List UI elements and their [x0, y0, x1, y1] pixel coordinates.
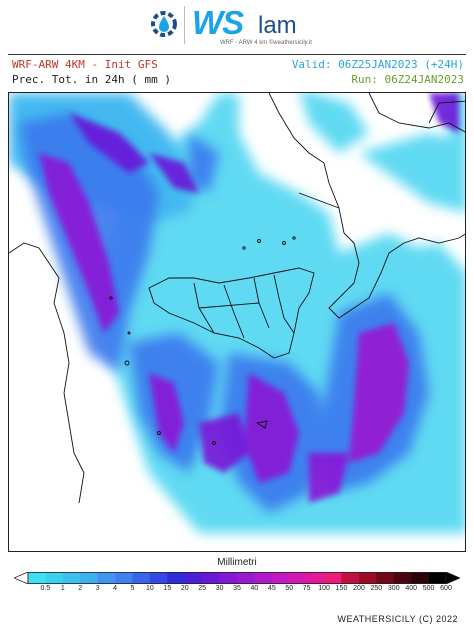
- colorbar-tick-label: 1: [60, 585, 65, 592]
- colorbar-tick-label: 10: [146, 585, 154, 592]
- header-rule-top: [8, 54, 466, 55]
- logo-brand-suffix: lam: [258, 12, 297, 39]
- colorbar-swatch: [149, 572, 168, 584]
- colorbar-tick-label: 35: [233, 585, 241, 592]
- colorbar-tick-label: 4: [113, 585, 118, 592]
- colorbar-tick-label: 0.5: [40, 585, 51, 592]
- colorbar-swatch: [237, 572, 255, 584]
- colorbar-tick-label: 25: [198, 585, 207, 592]
- colorbar-swatch: [115, 572, 133, 584]
- colorbar: [14, 572, 460, 584]
- colorbar-swatch: [80, 572, 98, 584]
- colorbar-swatch: [28, 572, 46, 584]
- colorbar-title: Millimetri: [217, 557, 257, 568]
- colorbar-tick-label: 600: [440, 585, 452, 592]
- colorbar-tick-label: 15: [163, 585, 172, 592]
- colorbar-swatch: [167, 572, 186, 584]
- colorbar-swatch: [393, 572, 412, 584]
- precipitation-field: [9, 93, 465, 551]
- colorbar-tick-label: 500: [422, 585, 435, 592]
- colorbar-tick-label: 75: [302, 585, 311, 592]
- colorbar-tick-label: 400: [405, 585, 417, 592]
- model-label: WRF-ARW 4KM - Init GFS: [12, 58, 158, 71]
- colorbar-swatch: [271, 572, 290, 584]
- colorbar-tick-label: 20: [180, 585, 189, 592]
- colorbar-tick-label: 50: [285, 585, 294, 592]
- colorbar-swatch: [411, 572, 429, 584]
- colorbar-swatch: [289, 572, 307, 584]
- colorbar-swatch: [184, 572, 203, 584]
- colorbar-tick-label: 2: [78, 585, 83, 592]
- colorbar-swatch: [97, 572, 116, 584]
- colorbar-swatch: [376, 572, 395, 584]
- run-time: Run: 06Z24JAN2023: [351, 73, 464, 86]
- weathersicily-logo: WS lam WRF - ARW 4 km ©weathersicily.it: [148, 4, 326, 46]
- colorbar-ticks: 0.5 1 2 3 4 5 10 15 20 25 30 35 40 45 50 75 100 150 200 250…: [0, 585, 474, 597]
- colorbar-swatch: [202, 572, 220, 584]
- coastlines: [9, 93, 465, 504]
- logo-brand: WS: [192, 4, 244, 41]
- colorbar-tick-label: 250: [370, 585, 383, 592]
- colorbar-swatch: [306, 572, 325, 584]
- copyright-credit: WEATHERSICILY (C) 2022: [337, 614, 458, 624]
- colorbar-arrow-left: [14, 572, 29, 584]
- colorbar-swatch: [428, 572, 447, 584]
- colorbar-swatch: [132, 572, 151, 584]
- field-label: Prec. Tot. in 24h ( mm ): [12, 73, 171, 86]
- colorbar-swatch: [358, 572, 377, 584]
- colorbar-arrow-right: [445, 572, 460, 584]
- colorbar-tick-label: 100: [318, 585, 330, 592]
- colorbar-swatch: [324, 572, 342, 584]
- colorbar-tick-label: 300: [387, 585, 400, 592]
- colorbar-swatch: [254, 572, 273, 584]
- gear-drop-icon: [151, 11, 177, 37]
- colorbar-tick-label: 45: [267, 585, 276, 592]
- colorbar-swatch: [62, 572, 81, 584]
- colorbar-tick-label: 40: [250, 585, 259, 592]
- colorbar-tick-label: 200: [353, 585, 365, 592]
- colorbar-swatch: [45, 572, 64, 584]
- colorbar-tick-label: 5: [130, 585, 135, 592]
- colorbar-swatch: [341, 572, 360, 584]
- colorbar-tick-label: 3: [95, 585, 100, 592]
- logo-divider: [184, 6, 185, 44]
- colorbar-swatch: [219, 572, 238, 584]
- logo-tagline: WRF - ARW 4 km ©weathersicily.it: [220, 40, 312, 46]
- colorbar-tick-label: 150: [335, 585, 348, 592]
- valid-time: Valid: 06Z25JAN2023 (+24H): [291, 58, 464, 71]
- precipitation-map: [8, 92, 466, 552]
- colorbar-tick-label: 30: [215, 585, 224, 592]
